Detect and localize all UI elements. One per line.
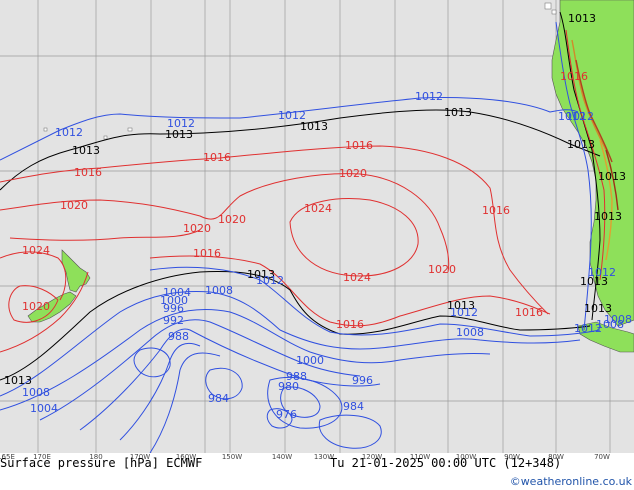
longitude-tick-label: 90W (504, 453, 520, 461)
isobar-label: 1013 (444, 106, 472, 119)
isobar-label: 1004 (30, 402, 58, 415)
isobar-label: 988 (286, 370, 307, 383)
map-title: Surface pressure [hPa] ECMWF (0, 456, 203, 470)
isobar-label: 1020 (183, 222, 211, 235)
map-footer: 165E 170E 180 170W 160W 150W 140W 130W 120W 110W 1… (0, 453, 634, 490)
isobar-label: 1013 (567, 138, 595, 151)
isobar-label: 1012 (167, 117, 195, 130)
isobar-label: 1016 (560, 70, 588, 83)
andes-relief (571, 39, 619, 261)
isobar-label: 988 (168, 330, 189, 343)
longitude-tick-label: 80W (548, 453, 564, 461)
isobar-label: 996 (352, 374, 373, 387)
longitude-tick-label: 150W (221, 453, 243, 461)
isobar-label: 1020 (60, 199, 88, 212)
isobar-label: 1013 (72, 144, 100, 157)
tierra-del-fuego-land (577, 321, 634, 353)
isobars (0, 11, 606, 453)
isobar-label: 1024 (343, 271, 371, 284)
isobar-label: 980 (278, 380, 299, 393)
isobar-label: 1013 (4, 374, 32, 387)
isobar-labels: 1013101210121013101210131012101310121013… (4, 12, 632, 421)
longitude-tick-label: 170E (33, 453, 51, 461)
longitude-tick-label: 160W (175, 453, 197, 461)
isobar-label: 1013 (300, 120, 328, 133)
longitude-tick-label: 110W (409, 453, 431, 461)
longitude-tick-label: 180 (89, 453, 103, 461)
isobar-label: 1013 (165, 128, 193, 141)
isobar-label: 1012 (256, 274, 284, 287)
valid-time: Tu 21-01-2025 00:00 UTC (12+348) (330, 456, 562, 470)
isobar-label: 1012 (450, 306, 478, 319)
isobar-label: 1012 (574, 322, 602, 335)
isobar-label: 1013 (447, 299, 475, 312)
isobar-label: 1012 (415, 90, 443, 103)
longitude-tick-label: 120W (361, 453, 383, 461)
isobar-label: 992 (163, 314, 184, 327)
isobar-label: 1016 (193, 247, 221, 260)
isobar-label: 1024 (22, 244, 50, 257)
isobar-label: 1004 (163, 286, 191, 299)
isobar-label: 1013 (247, 268, 275, 281)
isobar-label: 1012 (278, 109, 306, 122)
isobar-label: 1016 (203, 151, 231, 164)
isobar-label: 1020 (339, 167, 367, 180)
isobar-label: 1008 (604, 313, 632, 326)
isobar-label: 1012 (588, 266, 616, 279)
isobar-label: 1008 (205, 284, 233, 297)
isobar-label: 1013 (584, 302, 612, 315)
longitude-tick-label: 165E (0, 453, 15, 461)
isobar-label: 1024 (304, 202, 332, 215)
isobar-label: 1008 (596, 318, 624, 331)
longitude-tick-label: 170W (129, 453, 151, 461)
isobar-label: 996 (163, 302, 184, 315)
isobar-label: 1016 (482, 204, 510, 217)
small-islands (43, 2, 557, 140)
isobar-label: 1012 (558, 110, 586, 123)
isobar-label: 1013 (598, 170, 626, 183)
isobar-label: 1020 (428, 263, 456, 276)
isobar-label: 1016 (515, 306, 543, 319)
isobar-label: 1008 (22, 386, 50, 399)
longitude-tick-label: 70W (594, 453, 610, 461)
isobar-label: 1013 (594, 210, 622, 223)
isobar-label: 1013 (568, 12, 596, 25)
isobar-label: 1012 (566, 110, 594, 123)
graticule (0, 0, 634, 453)
isobar-label: 1020 (218, 213, 246, 226)
isobar-label: 1013 (580, 275, 608, 288)
isobar-label: 1020 (22, 300, 50, 313)
isobar-label: 984 (343, 400, 364, 413)
longitude-tick-label: 130W (313, 453, 335, 461)
isobar-label: 1008 (456, 326, 484, 339)
credit-link[interactable]: ©weatheronline.co.uk (509, 475, 632, 488)
isobar-label: 984 (208, 392, 229, 405)
isobar-label: 1012 (55, 126, 83, 139)
isobar-label: 1016 (345, 139, 373, 152)
pressure-map: 1013101210121013101210131012101310121013… (0, 0, 634, 453)
isobar-label: 976 (276, 408, 297, 421)
isobar-label: 1000 (160, 294, 188, 307)
longitude-tick-label: 140W (271, 453, 293, 461)
isobar-label: 1016 (74, 166, 102, 179)
isobar-label: 1000 (296, 354, 324, 367)
isobar-label: 1016 (336, 318, 364, 331)
longitude-tick-label: 100W (455, 453, 477, 461)
